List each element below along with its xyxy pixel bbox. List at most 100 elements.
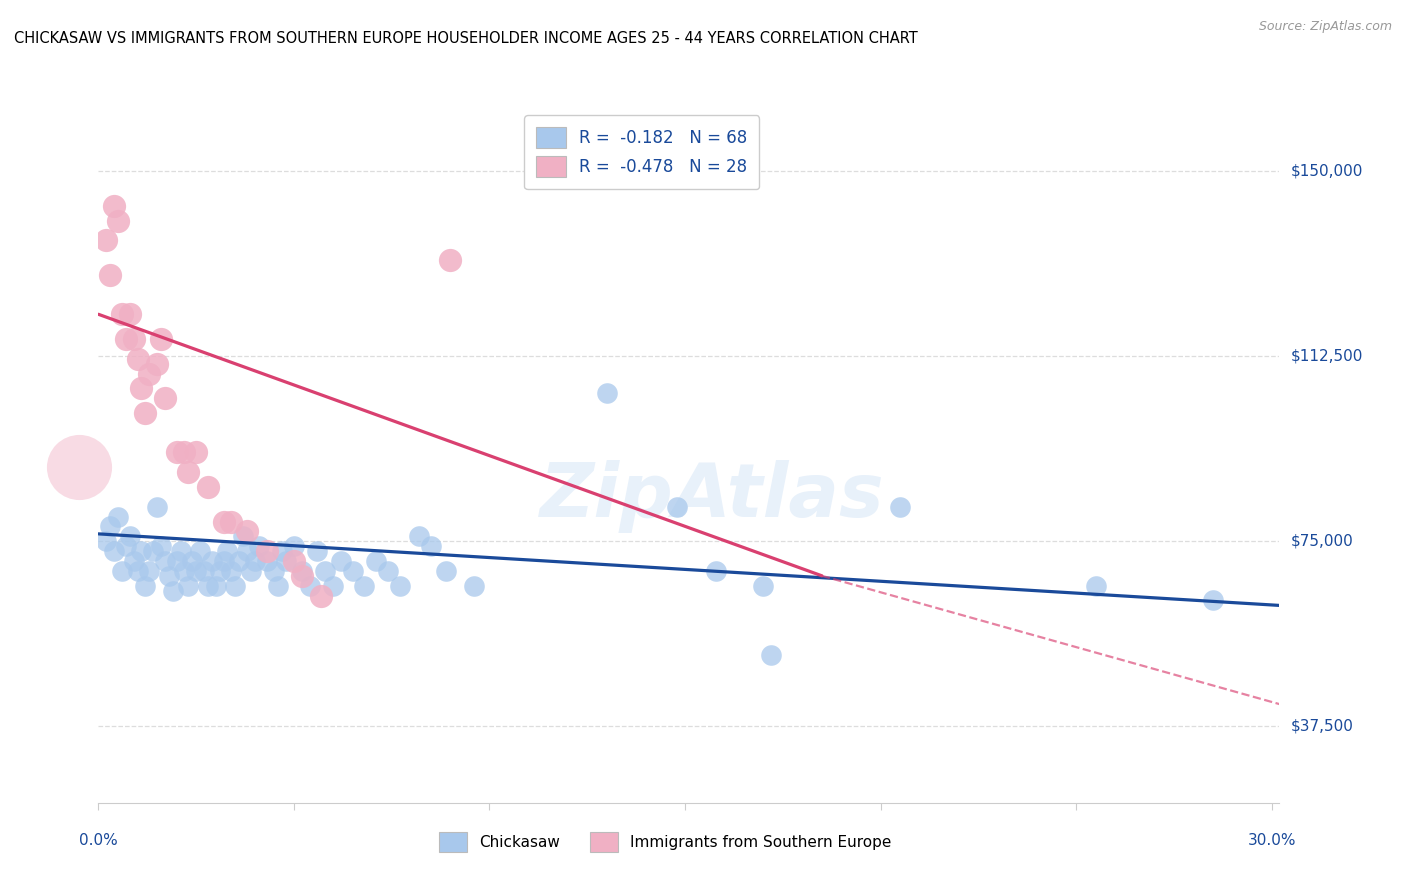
Point <box>377 564 399 578</box>
Point <box>146 357 169 371</box>
Point <box>283 539 305 553</box>
Point <box>236 544 259 558</box>
Point <box>419 539 441 553</box>
Point <box>243 554 266 568</box>
Point <box>103 199 125 213</box>
Point <box>169 544 191 558</box>
Point <box>217 544 239 558</box>
Point <box>173 445 195 459</box>
Point <box>177 579 200 593</box>
Point <box>1202 593 1225 607</box>
Point <box>201 554 224 568</box>
Point <box>150 539 173 553</box>
Point <box>98 268 121 282</box>
Point <box>439 252 461 267</box>
Point <box>186 445 208 459</box>
Point <box>666 500 689 514</box>
Point <box>221 515 243 529</box>
Point <box>118 307 141 321</box>
Point <box>111 307 134 321</box>
Point <box>131 381 153 395</box>
Text: CHICKASAW VS IMMIGRANTS FROM SOUTHERN EUROPE HOUSEHOLDER INCOME AGES 25 - 44 YEA: CHICKASAW VS IMMIGRANTS FROM SOUTHERN EU… <box>14 31 918 46</box>
Point <box>291 569 314 583</box>
Point <box>236 524 259 539</box>
Point <box>114 539 136 553</box>
Text: ZipAtlas: ZipAtlas <box>540 460 884 533</box>
Point <box>752 579 775 593</box>
Text: 30.0%: 30.0% <box>1247 833 1296 848</box>
Point <box>67 460 90 475</box>
Point <box>138 367 160 381</box>
Point <box>436 564 458 578</box>
Point <box>232 529 254 543</box>
Point <box>114 332 136 346</box>
Point <box>212 554 235 568</box>
Point <box>283 554 305 568</box>
Point <box>118 529 141 543</box>
Point <box>197 579 219 593</box>
Point <box>239 564 262 578</box>
Point <box>353 579 375 593</box>
Point <box>388 579 411 593</box>
Point <box>150 332 173 346</box>
Point <box>267 579 290 593</box>
Point <box>103 544 125 558</box>
Point <box>298 579 321 593</box>
Point <box>759 648 782 662</box>
Point <box>173 564 195 578</box>
Point <box>193 564 215 578</box>
Point <box>408 529 430 543</box>
Legend: Chickasaw, Immigrants from Southern Europe: Chickasaw, Immigrants from Southern Euro… <box>430 823 901 862</box>
Point <box>107 213 129 227</box>
Point <box>596 386 619 401</box>
Point <box>127 351 149 366</box>
Text: $150,000: $150,000 <box>1291 164 1362 178</box>
Text: 0.0%: 0.0% <box>79 833 118 848</box>
Point <box>208 564 231 578</box>
Point <box>134 406 156 420</box>
Point <box>224 579 246 593</box>
Point <box>134 579 156 593</box>
Point <box>122 554 145 568</box>
Point <box>463 579 485 593</box>
Point <box>212 515 235 529</box>
Text: Source: ZipAtlas.com: Source: ZipAtlas.com <box>1258 20 1392 33</box>
Point <box>263 564 285 578</box>
Point <box>188 544 211 558</box>
Point <box>704 564 727 578</box>
Point <box>186 564 208 578</box>
Point <box>107 509 129 524</box>
Point <box>142 544 165 558</box>
Point <box>276 554 298 568</box>
Point <box>98 519 121 533</box>
Point <box>889 500 911 514</box>
Text: $37,500: $37,500 <box>1291 719 1354 734</box>
Point <box>364 554 387 568</box>
Point <box>322 579 344 593</box>
Point <box>131 544 153 558</box>
Text: $112,500: $112,500 <box>1291 349 1362 364</box>
Point <box>247 539 270 553</box>
Point <box>162 583 184 598</box>
Point <box>329 554 352 568</box>
Point <box>177 465 200 479</box>
Point <box>342 564 364 578</box>
Point <box>146 500 169 514</box>
Point <box>221 564 243 578</box>
Point <box>228 554 250 568</box>
Point <box>153 554 176 568</box>
Point <box>157 569 180 583</box>
Text: $75,000: $75,000 <box>1291 533 1354 549</box>
Point <box>311 589 333 603</box>
Point <box>96 233 118 247</box>
Point <box>291 564 314 578</box>
Point <box>181 554 204 568</box>
Point <box>122 332 145 346</box>
Point <box>96 534 118 549</box>
Point <box>256 554 278 568</box>
Point <box>197 480 219 494</box>
Point <box>153 391 176 405</box>
Point <box>138 564 160 578</box>
Point <box>166 445 188 459</box>
Point <box>256 544 278 558</box>
